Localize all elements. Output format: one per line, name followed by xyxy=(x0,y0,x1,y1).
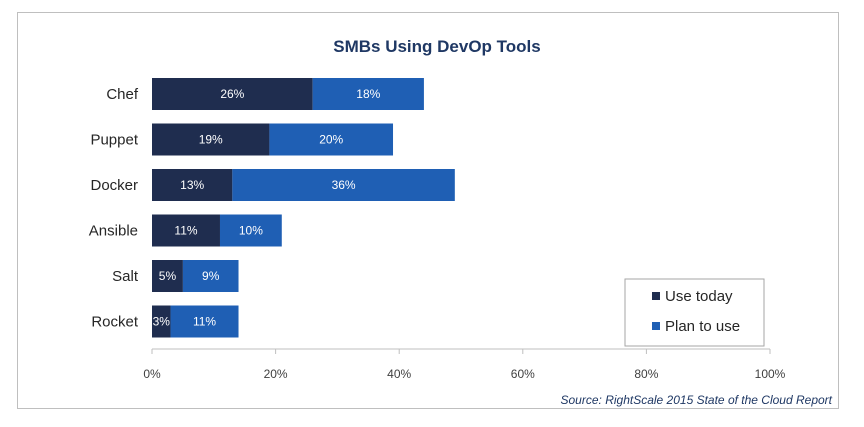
category-labels: Chef Puppet Docker Ansible Salt Rocket xyxy=(89,86,139,331)
bar-docker-use-today xyxy=(152,169,233,201)
bar-docker-plan-to-use xyxy=(232,169,455,201)
bars xyxy=(152,78,455,338)
category-label-docker: Docker xyxy=(90,177,138,194)
bar-chef-use-today xyxy=(152,78,313,110)
category-label-puppet: Puppet xyxy=(90,132,138,149)
x-tick-label: 80% xyxy=(634,367,658,381)
bar-salt-plan-to-use xyxy=(182,260,239,292)
bar-puppet-plan-to-use xyxy=(269,123,394,156)
bar-salt-use-today xyxy=(152,260,183,292)
chart-title: SMBs Using DevOp Tools xyxy=(333,37,541,56)
bar-label-docker-plan-to-use: 36% xyxy=(332,178,356,192)
bar-label-salt-use-today: 5% xyxy=(159,269,177,283)
x-tick-label: 60% xyxy=(511,367,535,381)
category-label-chef: Chef xyxy=(106,86,139,103)
category-label-ansible: Ansible xyxy=(89,223,138,240)
category-label-salt: Salt xyxy=(112,268,139,285)
bar-rocket-plan-to-use xyxy=(170,305,239,338)
bar-ansible-use-today xyxy=(152,214,220,247)
bar-label-docker-use-today: 13% xyxy=(180,178,204,192)
x-tick-label: 20% xyxy=(264,367,288,381)
source-note: Source: RightScale 2015 State of the Clo… xyxy=(561,393,833,407)
bar-rocket-use-today xyxy=(152,305,171,338)
legend-swatch-use-today xyxy=(652,292,660,300)
bar-value-labels: 26% 18% 19% 20% 13% 36% 11% 10% 5% 9% 3% 11% xyxy=(153,87,381,329)
bar-label-chef-plan-to-use: 18% xyxy=(356,87,380,101)
x-tick-label: 40% xyxy=(387,367,411,381)
legend-box xyxy=(624,278,765,347)
bar-label-rocket-use-today: 3% xyxy=(153,315,171,329)
bar-ansible-plan-to-use xyxy=(219,214,282,247)
x-axis-ticks: 0% 20% 40% 60% 80% 100% xyxy=(143,349,786,381)
legend-swatch-plan-to-use xyxy=(652,322,660,330)
x-tick-label: 0% xyxy=(143,367,161,381)
category-label-rocket: Rocket xyxy=(91,314,139,331)
bar-puppet-use-today xyxy=(152,123,270,156)
bar-label-puppet-plan-to-use: 20% xyxy=(319,133,343,147)
bar-label-puppet-use-today: 19% xyxy=(199,133,223,147)
bar-chef-plan-to-use xyxy=(312,78,424,110)
bar-label-ansible-plan-to-use: 10% xyxy=(239,224,263,238)
bar-label-salt-plan-to-use: 9% xyxy=(202,269,220,283)
bar-label-chef-use-today: 26% xyxy=(220,87,244,101)
bar-label-rocket-plan-to-use: 11% xyxy=(193,315,216,329)
legend: Use today Plan to use xyxy=(624,278,765,347)
x-tick-label: 100% xyxy=(755,367,786,381)
bar-label-ansible-use-today: 11% xyxy=(174,224,197,238)
legend-label-plan-to-use: Plan to use xyxy=(665,318,740,335)
legend-label-use-today: Use today xyxy=(665,288,733,305)
